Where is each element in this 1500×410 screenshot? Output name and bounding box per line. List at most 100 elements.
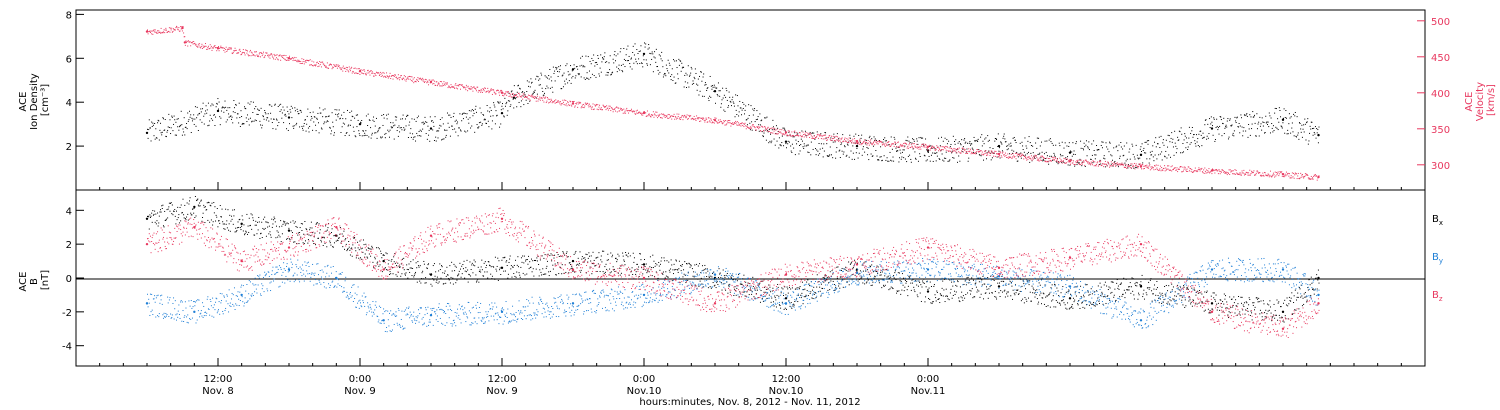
- bx-sample: [633, 261, 635, 263]
- density-sample: [226, 119, 228, 121]
- density-sample: [1105, 142, 1107, 144]
- velocity-sample: [203, 46, 205, 48]
- bx-sample: [715, 277, 716, 279]
- density-sample: [219, 124, 221, 126]
- velocity-sample: [962, 151, 964, 153]
- density-sample: [160, 132, 162, 134]
- velocity-sample: [874, 139, 876, 141]
- velocity-sample: [741, 122, 743, 124]
- velocity-sample: [1060, 159, 1062, 161]
- density-sample: [1190, 142, 1192, 144]
- velocity-sample: [1233, 173, 1235, 175]
- density-sample: [181, 124, 183, 126]
- density-sample: [284, 114, 286, 116]
- density-sample: [533, 91, 535, 93]
- velocity-sample: [920, 148, 922, 150]
- velocity-sample: [738, 124, 740, 126]
- velocity-sample: [831, 139, 833, 141]
- velocity-sample: [510, 93, 512, 95]
- density-sample: [573, 69, 574, 71]
- velocity-sample: [491, 89, 493, 91]
- velocity-sample: [309, 64, 311, 66]
- density-sample: [526, 91, 528, 93]
- density-sample: [936, 152, 938, 154]
- bx-sample: [493, 266, 495, 268]
- density-sample: [775, 125, 777, 127]
- bx-sample: [456, 279, 458, 281]
- bx-sample: [697, 278, 699, 280]
- bx-sample: [309, 227, 311, 229]
- velocity-sample: [234, 47, 236, 49]
- velocity-sample: [1303, 176, 1305, 178]
- density-sample: [247, 102, 249, 104]
- density-sample: [1167, 134, 1169, 136]
- bx-sample: [612, 266, 614, 268]
- density-sample: [667, 70, 669, 72]
- density-sample: [150, 140, 152, 142]
- bx-sample: [654, 275, 656, 277]
- density-sample: [864, 151, 866, 153]
- density-sample: [148, 119, 150, 121]
- velocity-sample: [632, 110, 634, 112]
- density-point: [512, 96, 516, 100]
- velocity-sample: [730, 123, 732, 125]
- velocity-sample: [1074, 164, 1076, 166]
- velocity-sample: [996, 153, 998, 155]
- density-sample: [446, 112, 448, 114]
- velocity-sample: [706, 121, 708, 123]
- velocity-sample: [750, 127, 752, 129]
- bx-sample: [324, 242, 326, 244]
- velocity-sample: [1138, 165, 1140, 167]
- velocity-sample: [1043, 157, 1045, 159]
- density-sample: [907, 136, 909, 138]
- density-sample: [383, 117, 385, 119]
- density-sample: [300, 110, 302, 112]
- velocity-sample: [602, 104, 604, 106]
- bx-sample: [432, 265, 434, 267]
- velocity-sample: [539, 96, 541, 98]
- density-sample: [1118, 144, 1120, 146]
- density-sample: [1102, 141, 1104, 143]
- density-sample: [699, 75, 701, 77]
- density-sample: [1158, 136, 1160, 138]
- bx-sample: [551, 260, 553, 262]
- density-sample: [218, 101, 220, 103]
- bx-sample: [516, 264, 518, 266]
- velocity-sample: [687, 118, 689, 120]
- bx-sample: [454, 265, 456, 267]
- velocity-sample: [1064, 162, 1066, 164]
- velocity-sample: [1277, 172, 1279, 174]
- density-sample: [1146, 140, 1148, 142]
- density-sample: [703, 73, 705, 75]
- velocity-sample: [887, 142, 889, 144]
- velocity-sample: [1285, 175, 1287, 177]
- velocity-sample: [977, 150, 979, 152]
- bx-sample: [606, 259, 608, 261]
- velocity-sample: [804, 134, 806, 136]
- bx-sample: [671, 264, 673, 266]
- bx-sample: [584, 259, 586, 261]
- density-sample: [1278, 121, 1280, 123]
- density-sample: [1061, 161, 1063, 163]
- velocity-sample: [1242, 172, 1244, 174]
- bx-sample: [646, 270, 648, 272]
- bx-sample: [371, 247, 373, 249]
- velocity-sample: [1069, 158, 1071, 160]
- density-sample: [1109, 141, 1111, 143]
- velocity-sample: [652, 114, 654, 116]
- density-sample: [381, 114, 383, 116]
- bx-sample: [254, 234, 256, 236]
- bx-sample: [159, 211, 161, 213]
- velocity-sample: [958, 151, 960, 153]
- velocity-sample: [1215, 169, 1217, 171]
- density-sample: [192, 118, 194, 120]
- density-sample: [1043, 159, 1045, 161]
- density-sample: [907, 155, 909, 157]
- density-sample: [854, 142, 856, 144]
- density-sample: [648, 47, 650, 49]
- density-sample: [562, 86, 564, 88]
- density-sample: [761, 119, 763, 121]
- density-sample: [849, 137, 851, 139]
- bx-sample: [436, 279, 438, 281]
- bx-sample: [322, 237, 324, 239]
